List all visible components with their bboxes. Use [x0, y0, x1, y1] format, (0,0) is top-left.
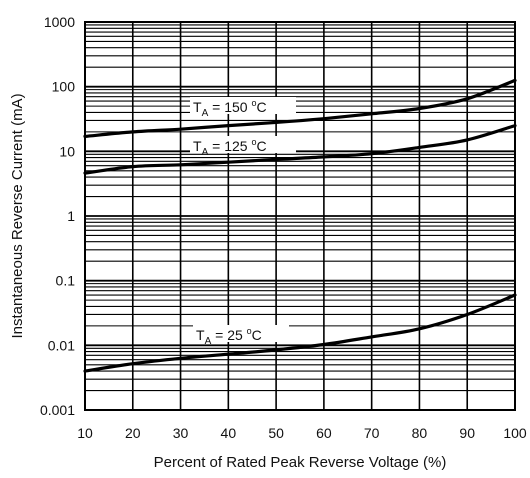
y-tick-label: 0.01 — [48, 337, 75, 353]
curve-line-0 — [83, 78, 517, 138]
x-tick-label: 100 — [503, 425, 527, 441]
y-tick-label: 10 — [59, 143, 75, 159]
x-tick-label: 50 — [268, 425, 284, 441]
curve-label-group: TA = 150 oC TA = 125 oC TA = 25 oC — [190, 97, 296, 347]
curve-line-2 — [83, 293, 517, 373]
plot-frame — [84, 21, 516, 411]
y-tick-label: 1 — [67, 208, 75, 224]
curve-label-2: TA = 25 oC — [196, 326, 262, 347]
y-tick-label: 0.1 — [56, 273, 76, 289]
x-tick-label: 70 — [364, 425, 380, 441]
curve-line-1 — [83, 124, 517, 175]
x-tick-label: 10 — [77, 425, 93, 441]
curve-label-background — [190, 97, 296, 114]
x-tick-labels: 10 20 30 40 50 60 70 80 90 100 — [77, 425, 527, 441]
curve-label-background — [193, 325, 289, 342]
x-tick-label: 40 — [221, 425, 237, 441]
x-tick-label: 20 — [125, 425, 141, 441]
x-tick-label: 80 — [412, 425, 428, 441]
x-axis-title: Percent of Rated Peak Reverse Voltage (%… — [154, 454, 447, 471]
y-axis-title: Instantaneous Reverse Current (mA) — [9, 93, 26, 338]
curve-label-0: TA = 150 oC — [193, 98, 267, 119]
x-tick-label: 90 — [459, 425, 475, 441]
y-tick-label: 1000 — [44, 14, 75, 30]
y-tick-label: 0.001 — [40, 402, 75, 418]
y-tick-labels: 0.001 0.01 0.1 1 10 100 1000 — [40, 14, 75, 418]
curve-label-1: TA = 125 oC — [193, 137, 267, 158]
x-tick-label: 60 — [316, 425, 332, 441]
y-tick-label: 100 — [52, 79, 76, 95]
curve-group — [83, 78, 517, 373]
curve-label-background — [190, 136, 296, 153]
x-tick-label: 30 — [173, 425, 189, 441]
